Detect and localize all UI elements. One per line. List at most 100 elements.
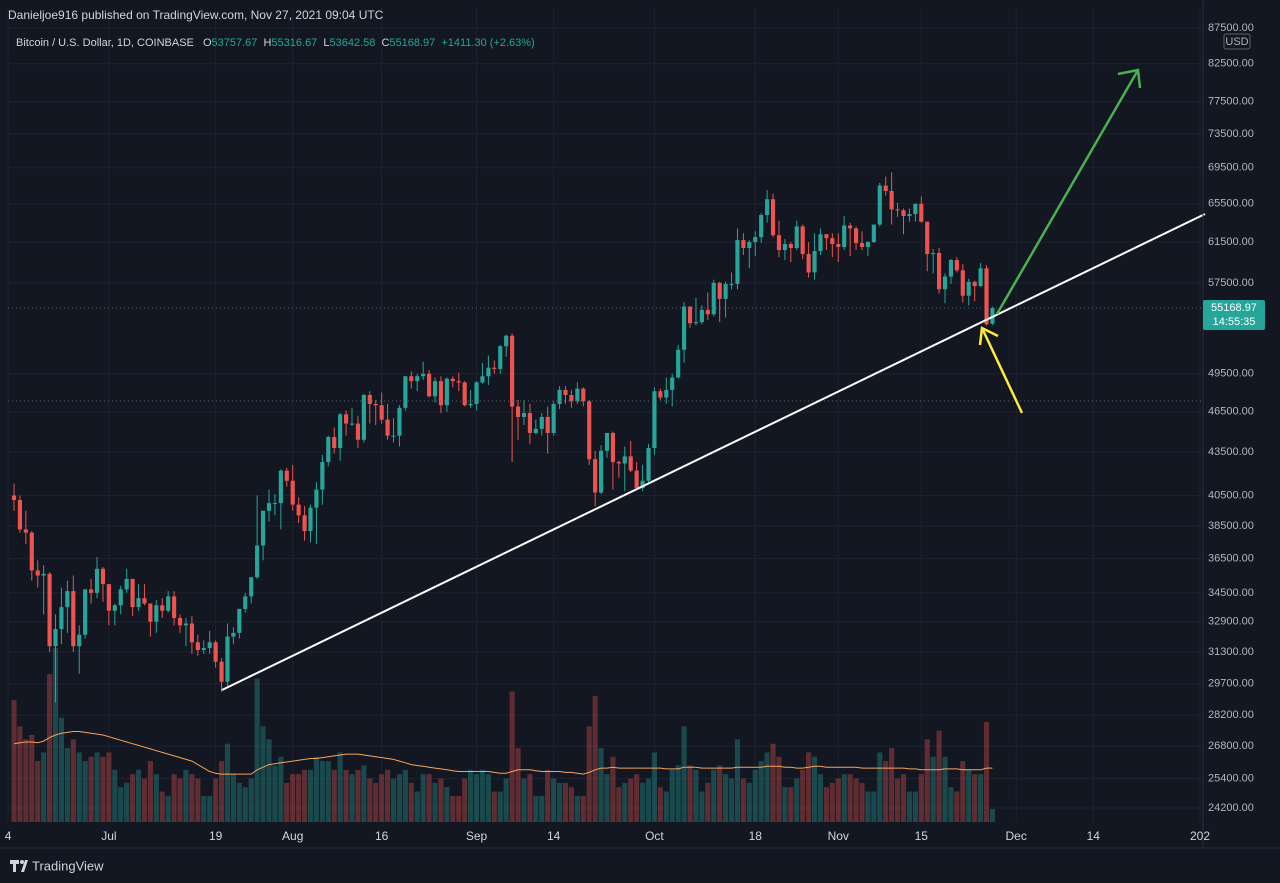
candle-body	[421, 373, 426, 377]
volume-bar	[248, 778, 254, 822]
candle-body	[747, 242, 752, 248]
legend: Bitcoin / U.S. Dollar, 1D, COINBASE O537…	[16, 37, 535, 49]
volume-bar	[794, 778, 800, 822]
volume-bar	[278, 756, 284, 822]
y-tick-label: 57500.00	[1208, 277, 1254, 289]
volume-bar	[242, 787, 248, 822]
candle-body	[438, 381, 444, 406]
volume-bar	[485, 774, 491, 822]
candle-body	[984, 268, 989, 325]
volume-bar	[361, 765, 367, 822]
volume-bar	[628, 778, 634, 822]
candle-body	[853, 228, 859, 244]
volume-bar	[224, 743, 231, 822]
candle-body	[456, 381, 461, 383]
volume-bar	[527, 774, 533, 822]
volume-bar	[319, 761, 325, 822]
volume-bar	[930, 756, 936, 822]
volume-bar	[82, 761, 88, 822]
candle-body	[142, 598, 147, 604]
volume-bar	[456, 795, 462, 822]
volume-bar	[758, 761, 764, 822]
x-tick-label: 14	[547, 829, 561, 843]
candle-body	[231, 632, 236, 637]
volume-bar	[337, 752, 343, 822]
volume-bar	[260, 726, 266, 822]
candle-body	[83, 589, 88, 635]
volume-bar	[894, 778, 901, 822]
y-tick-label: 82500.00	[1208, 58, 1254, 70]
volume-bar	[871, 791, 877, 822]
volume-bar	[503, 778, 509, 822]
volume-bar	[687, 765, 693, 822]
volume-bar	[847, 774, 853, 822]
volume-bar	[218, 761, 225, 822]
volume-bar	[41, 752, 47, 822]
candle-body	[260, 510, 266, 546]
candle-body	[450, 378, 455, 382]
volume-bar	[147, 761, 153, 822]
volume-bar	[562, 782, 569, 822]
volume-bar	[954, 791, 960, 822]
y-tick-label: 43500.00	[1208, 446, 1254, 458]
volume-bar	[479, 769, 486, 822]
candle-body	[521, 413, 527, 417]
y-tick-label: 28200.00	[1208, 709, 1254, 721]
candle-body	[575, 388, 580, 402]
volume-bar	[924, 739, 930, 822]
volume-bar	[740, 778, 746, 822]
volume-bar	[551, 778, 557, 822]
currency: USD	[1225, 36, 1248, 48]
volume-bar	[574, 795, 580, 822]
candle-body	[676, 349, 681, 378]
candle-body	[71, 591, 76, 647]
candle-body	[237, 608, 242, 633]
candle-body	[960, 270, 965, 296]
candle-body	[367, 394, 372, 404]
candle-body	[243, 596, 248, 609]
volume-bar	[11, 700, 17, 822]
x-tick-label: 16	[375, 829, 389, 843]
volume-bar	[883, 761, 889, 822]
candle-body	[361, 394, 366, 440]
candle-body	[640, 480, 645, 489]
volume-bar	[817, 774, 824, 822]
candle-body	[551, 403, 556, 433]
candle-body	[616, 462, 621, 464]
candle-body	[23, 529, 28, 533]
candle-body	[65, 591, 70, 608]
y-tick-label: 73500.00	[1208, 128, 1254, 140]
candle-body	[593, 459, 598, 493]
candle-body	[788, 244, 793, 248]
candle-body	[326, 437, 331, 463]
candle-body	[17, 500, 23, 530]
candle-body	[895, 209, 900, 211]
volume-bar	[936, 730, 942, 822]
key: C	[381, 37, 389, 49]
green-arrow	[995, 68, 1142, 315]
volume-bar	[806, 752, 812, 822]
y-tick-label: 49500.00	[1208, 368, 1254, 380]
volume-bar	[960, 761, 966, 822]
candle-body	[527, 413, 532, 433]
volume-bar	[153, 774, 159, 822]
volume-bar	[266, 739, 272, 822]
candle-body	[699, 309, 704, 323]
currency-box	[1223, 33, 1251, 50]
candle-body	[462, 382, 467, 406]
candle-body	[427, 373, 432, 397]
volume-bar	[592, 695, 598, 822]
candle-body	[919, 203, 924, 222]
volume-bar	[47, 674, 53, 822]
volume-bar	[468, 769, 474, 822]
volume-bar	[859, 782, 865, 822]
volume-bar	[420, 774, 426, 822]
volume-bar	[307, 769, 314, 822]
volume-bar	[195, 778, 201, 822]
yellow-arrow	[978, 326, 1024, 414]
candle-body	[195, 642, 200, 650]
volume-bar	[989, 808, 996, 822]
volume-bar	[800, 769, 806, 822]
candle-body	[705, 309, 710, 315]
candle-body	[207, 642, 212, 649]
